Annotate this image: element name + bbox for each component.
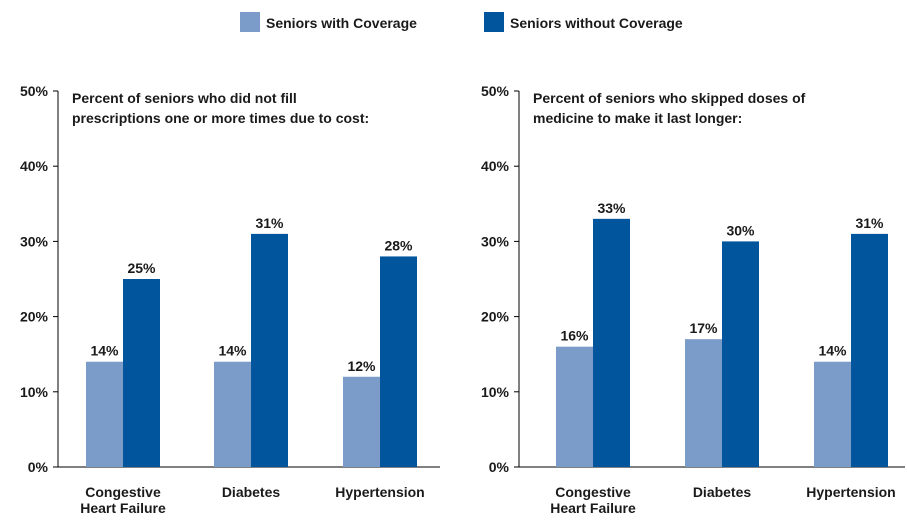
y-tick-label: 0% (28, 459, 49, 475)
bar (251, 233, 288, 467)
bar (814, 361, 851, 467)
bar-value-label: 17% (689, 320, 718, 336)
bar (214, 361, 251, 467)
bar-value-label: 28% (384, 237, 413, 253)
x-tick-label: Heart Failure (550, 500, 636, 516)
bar (343, 376, 380, 467)
y-tick-label: 40% (481, 158, 510, 174)
bar-value-label: 31% (855, 215, 884, 231)
y-tick-label: 30% (20, 233, 49, 249)
y-tick-label: 20% (20, 309, 49, 325)
bar (722, 241, 759, 467)
chart-panel-skipped-doses: Percent of seniors who skipped doses of m… (481, 83, 905, 516)
y-tick-label: 20% (481, 309, 510, 325)
bar-value-label: 30% (726, 222, 755, 238)
bar-value-label: 14% (818, 343, 847, 359)
bar-value-label: 14% (90, 343, 119, 359)
bar (86, 361, 123, 467)
x-tick-label: Diabetes (222, 484, 281, 500)
bar (123, 279, 160, 467)
bar (593, 218, 630, 467)
legend-swatch-without-coverage (484, 12, 504, 32)
y-tick-label: 40% (20, 158, 49, 174)
x-tick-label: Hypertension (806, 484, 895, 500)
chart-title-line: Percent of seniors who did not fill (72, 90, 297, 106)
legend: Seniors with Coverage Seniors without Co… (240, 12, 683, 32)
x-tick-label: Diabetes (693, 484, 752, 500)
legend-label-without-coverage: Seniors without Coverage (510, 15, 683, 31)
legend-label-with-coverage: Seniors with Coverage (266, 15, 417, 31)
chart-title-line: Percent of seniors who skipped doses of (533, 90, 806, 106)
bar-value-label: 25% (127, 260, 156, 276)
bar-value-label: 33% (597, 200, 626, 216)
bar (685, 339, 722, 467)
bar (380, 256, 417, 467)
y-tick-label: 10% (20, 384, 49, 400)
x-tick-label: Hypertension (335, 484, 424, 500)
bar-value-label: 14% (218, 343, 247, 359)
bar (556, 346, 593, 467)
bar-value-label: 16% (560, 328, 589, 344)
bar (851, 233, 888, 467)
x-tick-label: Congestive (555, 484, 631, 500)
y-tick-label: 10% (481, 384, 510, 400)
y-tick-label: 50% (481, 83, 510, 99)
y-tick-label: 0% (489, 459, 510, 475)
chart-title-line: medicine to make it last longer: (533, 110, 742, 126)
x-tick-label: Heart Failure (80, 500, 166, 516)
chart-title-line: prescriptions one or more times due to c… (72, 110, 369, 126)
legend-swatch-with-coverage (240, 12, 260, 32)
chart-panel-did-not-fill: Percent of seniors who did not fill presc… (20, 83, 440, 516)
y-tick-label: 50% (20, 83, 49, 99)
bar-value-label: 12% (347, 358, 376, 374)
x-tick-label: Congestive (85, 484, 161, 500)
bar-value-label: 31% (255, 215, 284, 231)
y-tick-label: 30% (481, 233, 510, 249)
